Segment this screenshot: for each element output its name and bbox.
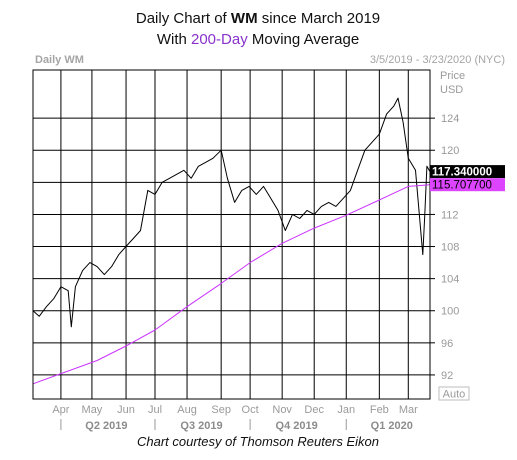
price-line xyxy=(32,97,431,328)
x-tick-label: Dec xyxy=(304,404,324,416)
axis-label-usd: USD xyxy=(440,84,463,96)
quarter-label: Q4 2019 xyxy=(276,420,318,432)
y-tick-label: 92 xyxy=(441,370,453,382)
grid xyxy=(33,70,430,399)
moving-average-line xyxy=(32,184,431,385)
x-tick-label: Jun xyxy=(117,404,135,416)
quarter-label: Q1 2020 xyxy=(371,420,413,432)
x-tick-label: May xyxy=(82,404,103,416)
y-tick-label: 96 xyxy=(441,338,453,350)
header-date-range: 3/5/2019 - 3/23/2020 (NYC) xyxy=(370,54,505,66)
last-price-tag: 117.340000 xyxy=(430,165,505,179)
x-tick-label: Aug xyxy=(177,404,197,416)
scale-mode-label: Auto xyxy=(443,389,466,401)
axis-label-price: Price xyxy=(440,70,465,82)
header-left-label: Daily WM xyxy=(35,54,84,66)
ma-value-tag: 115.707700 xyxy=(430,178,505,192)
plot-frame xyxy=(32,69,431,400)
y-tick-label: 112 xyxy=(441,209,459,221)
quarter-label: Q2 2019 xyxy=(85,420,127,432)
last-price-value: 117.340000 xyxy=(432,167,492,179)
x-tick-label: Jan xyxy=(337,404,355,416)
x-axis-ticks: Apr May Jun Jul Aug Sep Oct Nov Dec Jan Feb Mar Q2 2… xyxy=(52,404,418,432)
scale-mode-box[interactable]: Auto xyxy=(438,386,470,401)
quarter-label: Q3 2019 xyxy=(180,420,222,432)
ma-value: 115.707700 xyxy=(432,180,492,192)
y-axis-ticks: 9296100104108112116120124 xyxy=(430,113,459,382)
x-tick-label: Apr xyxy=(52,404,69,416)
y-tick-label: 120 xyxy=(441,145,459,157)
y-tick-label: 124 xyxy=(441,113,459,125)
x-tick-label: Oct xyxy=(242,404,259,416)
chart-title-line1: Daily Chart of WM since March 2019 xyxy=(136,10,380,27)
y-tick-label: 104 xyxy=(441,274,459,286)
x-tick-label: Jul xyxy=(148,404,162,416)
y-tick-label: 100 xyxy=(441,306,459,318)
x-tick-label: Nov xyxy=(272,404,292,416)
x-tick-label: Sep xyxy=(211,404,231,416)
y-tick-label: 108 xyxy=(441,242,459,254)
x-tick-label: Mar xyxy=(399,404,418,416)
series-layer xyxy=(32,97,431,385)
x-tick-label: Feb xyxy=(370,404,389,416)
chart-footer: Chart courtesy of Thomson Reuters Eikon xyxy=(137,434,379,449)
chart-title-line2: With 200-Day Moving Average xyxy=(157,31,359,48)
